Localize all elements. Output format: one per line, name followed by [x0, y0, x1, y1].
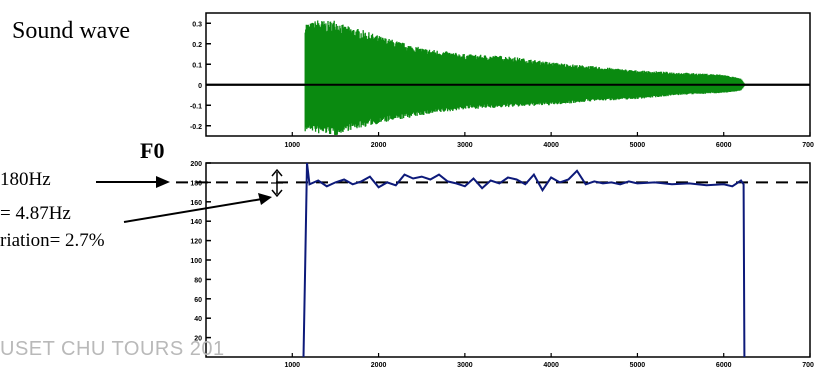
y-tick-label: 160 — [190, 200, 202, 207]
x-tick-label: 4000 — [543, 142, 559, 149]
y-tick-label: 200 — [190, 161, 202, 168]
y-tick-label: 40 — [194, 316, 202, 323]
waveform — [304, 20, 746, 135]
y-tick-label: 20 — [194, 336, 202, 343]
x-tick-label: 7000 — [802, 142, 814, 149]
sound-wave-plot — [206, 20, 810, 135]
y-tick-label: 0 — [198, 83, 202, 90]
y-tick-label: 180 — [190, 180, 202, 187]
x-tick-label: 5000 — [630, 142, 646, 149]
f0-frame — [205, 162, 811, 358]
y-tick-label: 140 — [190, 219, 202, 226]
annotation-arrows — [96, 168, 283, 223]
y-tick-label: -0.1 — [190, 103, 202, 110]
f0-plot — [302, 162, 746, 358]
x-tick-label: 3000 — [457, 362, 473, 369]
x-tick-label: 2000 — [371, 142, 387, 149]
f0-contour — [302, 162, 746, 358]
x-tick-label: 6000 — [716, 362, 732, 369]
sound-wave-frame — [205, 12, 811, 137]
y-tick-label: 60 — [194, 297, 202, 304]
x-tick-label: 6000 — [716, 142, 732, 149]
x-tick-label: 4000 — [543, 362, 559, 369]
y-tick-label: 0.1 — [192, 62, 202, 69]
y-tick-label: 80 — [194, 277, 202, 284]
x-tick-label: 5000 — [630, 362, 646, 369]
footer-watermark: USET CHU TOURS 201 — [0, 338, 225, 360]
x-tick-label: 2000 — [371, 362, 387, 369]
mean-arrowhead — [156, 176, 170, 188]
sd-label: = 4.87Hz — [0, 203, 71, 224]
y-tick-label: 100 — [190, 258, 202, 265]
y-tick-label: 0.2 — [192, 42, 202, 49]
x-tick-label: 1000 — [284, 362, 300, 369]
variation-label: riation= 2.7% — [0, 230, 105, 251]
y-tick-label: 0.3 — [192, 21, 202, 28]
x-tick-label: 1000 — [284, 142, 300, 149]
y-tick-label: -0.2 — [190, 124, 202, 131]
mean-label: 180Hz — [0, 169, 51, 190]
sd-arrow — [123, 198, 263, 223]
x-tick-label: 3000 — [457, 142, 473, 149]
sd-range-bottom-arrow — [271, 189, 283, 198]
sound-wave-title: Sound wave — [12, 18, 130, 44]
x-tick-label: 7000 — [802, 362, 814, 369]
sd-arrowhead — [258, 193, 272, 205]
f0-title: F0 — [140, 138, 164, 163]
sd-range-top-arrow — [271, 168, 283, 177]
f0-axes: 200 180 160 140 120 100 80 60 40 20 1000 2000 3000 40… — [176, 161, 814, 369]
y-tick-label: 120 — [190, 239, 202, 246]
